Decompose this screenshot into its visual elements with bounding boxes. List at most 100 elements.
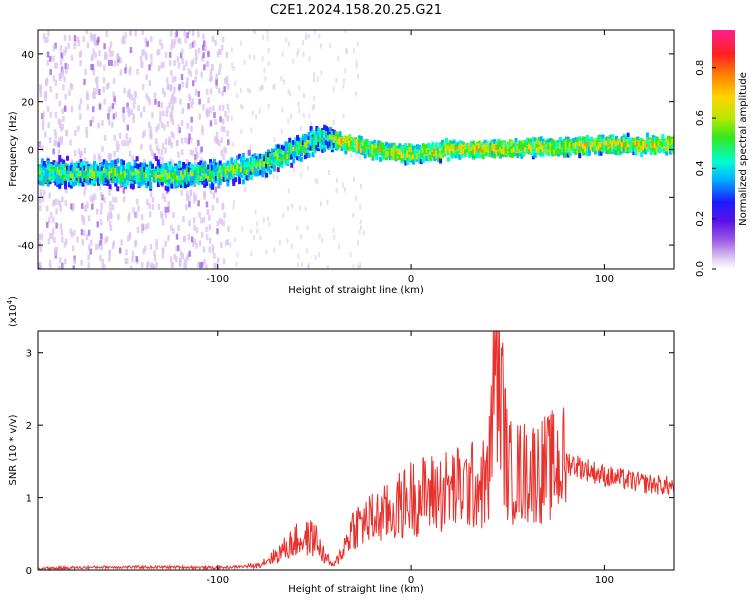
noise-cell bbox=[226, 239, 230, 246]
ridge-cell bbox=[282, 149, 286, 155]
noise-cell bbox=[46, 59, 50, 66]
ridge-cell bbox=[558, 136, 562, 142]
ridge-cell bbox=[139, 167, 143, 173]
ridge-cell bbox=[123, 171, 127, 177]
noise-cell bbox=[178, 257, 182, 264]
noise-cell bbox=[220, 218, 224, 225]
ridge-cell bbox=[423, 156, 427, 162]
noise-cell bbox=[171, 76, 175, 83]
noise-cell bbox=[182, 180, 185, 187]
noise-cell bbox=[111, 103, 115, 110]
ridge-cell bbox=[284, 148, 288, 154]
noise-cell bbox=[342, 182, 345, 188]
ridge-cell bbox=[81, 181, 85, 187]
ridge-cell bbox=[466, 143, 470, 149]
noise-cell bbox=[185, 204, 188, 211]
ridge-cell bbox=[151, 170, 155, 176]
noise-cell bbox=[113, 134, 116, 141]
ridge-cell bbox=[239, 155, 243, 161]
ridge-cell bbox=[425, 156, 429, 162]
ridge-cell bbox=[437, 148, 441, 154]
noise-cell bbox=[316, 76, 319, 82]
noise-cell bbox=[39, 91, 43, 98]
ridge-cell bbox=[417, 144, 421, 150]
noise-cell bbox=[109, 201, 112, 208]
ridge-cell bbox=[216, 166, 220, 172]
ridge-cell bbox=[261, 164, 265, 170]
ridge-cell bbox=[216, 170, 220, 176]
noise-cell bbox=[267, 48, 270, 54]
ridge-cell bbox=[168, 173, 172, 179]
noise-cell bbox=[355, 63, 358, 69]
noise-cell bbox=[357, 240, 360, 246]
noise-cell bbox=[338, 244, 341, 250]
noise-cell bbox=[49, 111, 53, 118]
noise-cell bbox=[300, 234, 303, 240]
ridge-cell bbox=[448, 145, 452, 151]
ridge-cell bbox=[299, 146, 303, 152]
noise-cell bbox=[104, 237, 107, 244]
ridge-cell bbox=[216, 162, 220, 168]
ridge-cell bbox=[247, 149, 251, 155]
ridge-cell bbox=[531, 142, 535, 148]
noise-cell bbox=[131, 251, 135, 258]
ridge-cell bbox=[255, 163, 259, 169]
noise-cell bbox=[52, 55, 55, 62]
noise-cell bbox=[59, 59, 63, 66]
noise-cell bbox=[90, 239, 93, 246]
ridge-cell bbox=[147, 176, 151, 182]
ridge-cell bbox=[52, 168, 56, 174]
noise-cell bbox=[206, 208, 210, 215]
ridge-cell bbox=[164, 185, 168, 191]
ridge-cell bbox=[106, 163, 110, 169]
ridge-cell bbox=[228, 167, 232, 173]
ridge-cell bbox=[292, 158, 296, 164]
noise-cell bbox=[276, 175, 279, 181]
ridge-cell bbox=[446, 150, 450, 156]
noise-cell bbox=[92, 92, 95, 99]
ridge-cell bbox=[110, 178, 114, 184]
ridge-cell bbox=[199, 176, 203, 182]
ridge-cell bbox=[174, 183, 178, 189]
ridge-cell bbox=[495, 145, 499, 151]
noise-cell bbox=[258, 108, 261, 114]
noise-cell bbox=[151, 112, 154, 119]
noise-cell bbox=[74, 40, 77, 47]
ridge-cell bbox=[56, 172, 60, 178]
noise-cell bbox=[346, 48, 349, 54]
noise-cell bbox=[164, 52, 168, 59]
ridge-cell bbox=[477, 143, 481, 149]
ridge-cell bbox=[166, 178, 170, 184]
ridge-cell bbox=[334, 131, 338, 137]
noise-cell bbox=[124, 32, 127, 39]
noise-cell bbox=[218, 217, 222, 224]
ridge-cell bbox=[259, 169, 263, 175]
ridge-cell bbox=[46, 160, 50, 166]
ridge-cell bbox=[253, 153, 257, 159]
ridge-cell bbox=[423, 144, 427, 150]
noise-cell bbox=[38, 241, 42, 248]
ridge-cell bbox=[93, 171, 97, 177]
noise-cell bbox=[148, 79, 152, 86]
noise-cell bbox=[58, 122, 62, 129]
ridge-cell bbox=[64, 172, 68, 178]
ridge-cell bbox=[104, 160, 108, 166]
ridge-cell bbox=[58, 155, 62, 161]
ridge-cell bbox=[435, 150, 439, 156]
noise-cell bbox=[186, 191, 189, 198]
ridge-cell bbox=[151, 177, 155, 183]
ridge-cell bbox=[168, 178, 172, 184]
ridge-cell bbox=[328, 141, 332, 147]
ridge-cell bbox=[473, 145, 477, 151]
noise-cell bbox=[54, 128, 57, 135]
noise-cell bbox=[173, 253, 177, 260]
noise-cell bbox=[188, 220, 191, 227]
noise-cell bbox=[161, 252, 165, 259]
ridge-cell bbox=[325, 143, 329, 149]
ridge-cell bbox=[230, 171, 234, 177]
ridge-cell bbox=[270, 158, 274, 164]
ridge-cell bbox=[280, 153, 284, 159]
noise-cell bbox=[149, 191, 153, 198]
noise-cell bbox=[124, 63, 128, 70]
noise-cell bbox=[344, 30, 347, 33]
